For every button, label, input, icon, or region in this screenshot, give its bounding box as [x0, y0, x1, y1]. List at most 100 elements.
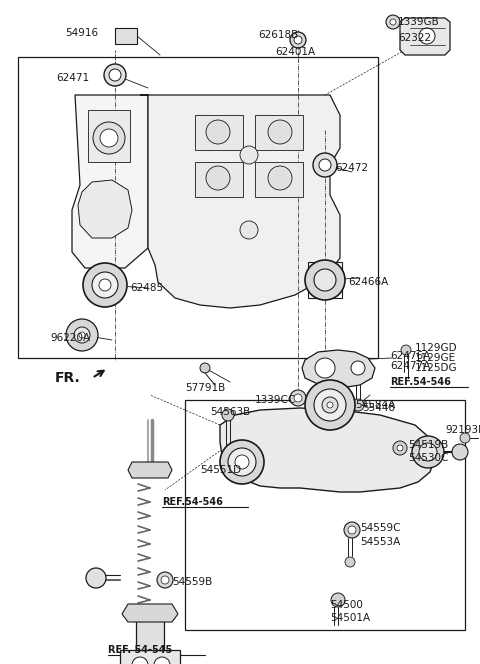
Circle shape: [352, 399, 364, 411]
Text: 55448: 55448: [362, 403, 395, 413]
Text: 54584A: 54584A: [355, 400, 395, 410]
Circle shape: [93, 122, 125, 154]
Circle shape: [344, 522, 360, 538]
Text: 62466A: 62466A: [348, 277, 388, 287]
Polygon shape: [122, 604, 178, 622]
Circle shape: [412, 436, 444, 468]
Bar: [195, 115, 243, 150]
Text: 1125DG: 1125DG: [415, 363, 457, 373]
Text: 57791B: 57791B: [185, 383, 225, 393]
Text: 54500: 54500: [330, 600, 363, 610]
Text: 54551D: 54551D: [200, 465, 241, 475]
Text: 1339GB: 1339GB: [398, 17, 440, 27]
Text: 54559B: 54559B: [172, 577, 212, 587]
Text: 54553A: 54553A: [360, 537, 400, 547]
Text: FR.: FR.: [55, 371, 81, 385]
Circle shape: [393, 441, 407, 455]
Circle shape: [268, 120, 292, 144]
Circle shape: [305, 380, 355, 430]
Circle shape: [220, 440, 264, 484]
Polygon shape: [302, 350, 375, 388]
Circle shape: [315, 358, 335, 378]
Text: 62322: 62322: [398, 33, 431, 43]
Circle shape: [419, 28, 435, 44]
Circle shape: [460, 433, 470, 443]
Circle shape: [161, 576, 169, 584]
Circle shape: [200, 363, 210, 373]
Bar: [88, 110, 130, 162]
Circle shape: [222, 409, 234, 421]
Bar: [115, 28, 137, 44]
Circle shape: [305, 260, 345, 300]
Circle shape: [109, 69, 121, 81]
Circle shape: [79, 332, 85, 338]
Circle shape: [319, 159, 331, 171]
Text: 1129GD: 1129GD: [415, 343, 457, 353]
Bar: [136, 615, 164, 664]
Polygon shape: [400, 18, 450, 55]
Circle shape: [348, 526, 356, 534]
Text: 54501A: 54501A: [330, 613, 370, 623]
Circle shape: [397, 445, 403, 451]
Circle shape: [240, 221, 258, 239]
Text: 54916: 54916: [65, 28, 98, 38]
Polygon shape: [220, 408, 435, 492]
Polygon shape: [128, 462, 172, 478]
Circle shape: [154, 657, 170, 664]
Polygon shape: [78, 180, 132, 238]
Circle shape: [313, 153, 337, 177]
Text: 62472: 62472: [335, 163, 368, 173]
Circle shape: [240, 146, 258, 164]
Text: 62477A: 62477A: [390, 361, 430, 371]
Bar: [308, 262, 342, 298]
Circle shape: [132, 657, 148, 664]
Circle shape: [100, 129, 118, 147]
Polygon shape: [140, 95, 340, 308]
Circle shape: [351, 361, 365, 375]
Circle shape: [331, 593, 345, 607]
Text: 62476A: 62476A: [390, 351, 430, 361]
Text: REF.54-546: REF.54-546: [162, 497, 223, 507]
Circle shape: [314, 269, 336, 291]
Text: 62471: 62471: [56, 73, 89, 83]
Text: 62485: 62485: [130, 283, 163, 293]
Circle shape: [86, 568, 106, 588]
Circle shape: [74, 327, 90, 343]
Circle shape: [327, 402, 333, 408]
Circle shape: [290, 390, 306, 406]
Circle shape: [92, 272, 118, 298]
Circle shape: [290, 32, 306, 48]
Circle shape: [294, 36, 302, 44]
Bar: [195, 162, 243, 197]
Circle shape: [206, 166, 230, 190]
Text: 1339CC: 1339CC: [255, 395, 296, 405]
Text: 54530C: 54530C: [408, 453, 448, 463]
Bar: [120, 650, 180, 664]
Circle shape: [228, 448, 256, 476]
Bar: [255, 162, 303, 197]
Bar: [255, 115, 303, 150]
Text: 54563B: 54563B: [210, 407, 250, 417]
Circle shape: [104, 64, 126, 86]
Text: REF. 54-545: REF. 54-545: [108, 645, 172, 655]
Circle shape: [390, 19, 396, 25]
Text: REF.54-546: REF.54-546: [390, 377, 451, 387]
Text: 92193B: 92193B: [445, 425, 480, 435]
Circle shape: [314, 389, 346, 421]
Text: 54519B: 54519B: [408, 440, 448, 450]
Text: 62401A: 62401A: [275, 47, 315, 57]
Circle shape: [345, 557, 355, 567]
Circle shape: [206, 120, 230, 144]
Bar: [185, 400, 465, 630]
Circle shape: [235, 455, 249, 469]
Circle shape: [401, 345, 411, 355]
Circle shape: [322, 397, 338, 413]
Circle shape: [99, 279, 111, 291]
Circle shape: [268, 166, 292, 190]
Circle shape: [386, 15, 400, 29]
Circle shape: [452, 444, 468, 460]
Polygon shape: [72, 95, 148, 268]
Circle shape: [83, 263, 127, 307]
Circle shape: [66, 319, 98, 351]
Text: 96220A: 96220A: [50, 333, 90, 343]
